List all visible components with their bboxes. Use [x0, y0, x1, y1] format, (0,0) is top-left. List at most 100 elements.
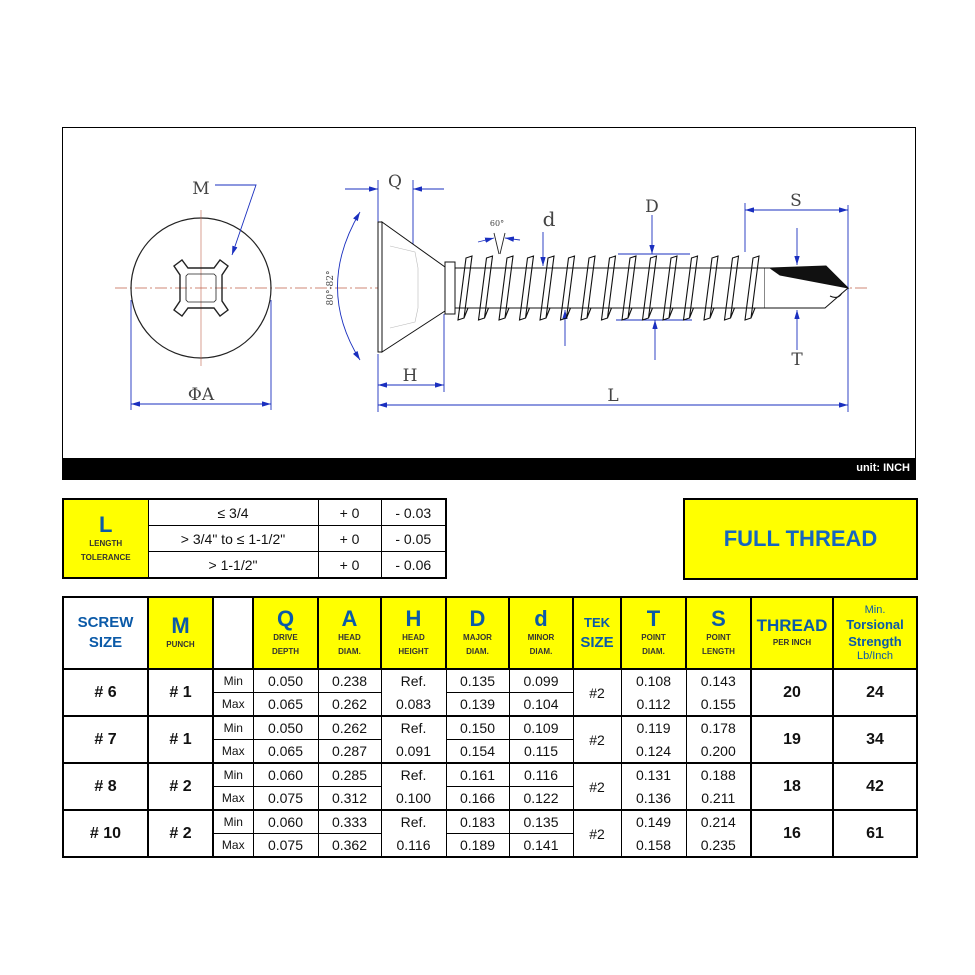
unit-bar: unit: INCH	[62, 458, 916, 480]
minor-d-min: 0.109	[508, 715, 574, 740]
min-label: Min	[212, 762, 254, 787]
screw-spec-table: SCREW SIZE M PUNCH Q DRIVE DEPTH A HEAD DIAM. …	[62, 596, 918, 858]
minor-d-min: 0.135	[508, 809, 574, 834]
header-a: A HEAD DIAM.	[317, 596, 382, 670]
t-min: 0.149	[620, 809, 687, 834]
q-max: 0.075	[252, 833, 319, 858]
table-row: Max 0.075 0.362 0.116 0.189 0.141 0.158 0.235	[63, 833, 917, 858]
minor-d-max: 0.115	[508, 739, 574, 764]
major-d-min: 0.135	[445, 668, 510, 693]
a-min: 0.262	[317, 715, 382, 740]
punch-size: # 2	[147, 762, 214, 811]
thread-type-badge: FULL THREAD	[683, 498, 918, 580]
a-min: 0.285	[317, 762, 382, 787]
s-max: 0.155	[685, 692, 752, 717]
q-min: 0.050	[252, 715, 319, 740]
label-Q: Q	[388, 172, 402, 192]
tolerance-range: > 1-1/2"	[147, 551, 319, 579]
q-max: 0.065	[252, 692, 319, 717]
tolerance-plus: + 0	[317, 498, 382, 526]
max-label: Max	[212, 692, 254, 717]
thread-per-inch: 16	[750, 809, 834, 858]
header-minor-d: d MINOR DIAM.	[508, 596, 574, 670]
tolerance-range: ≤ 3/4	[147, 498, 319, 526]
tolerance-minus: - 0.03	[380, 498, 447, 526]
table-row: Max 0.075 0.312 0.100 0.166 0.122 0.136 0.211	[63, 786, 917, 811]
punch-size: # 1	[147, 715, 214, 764]
screw-size: # 10	[62, 809, 149, 858]
header-thread: THREAD PER INCH	[750, 596, 834, 670]
s-max: 0.235	[685, 833, 752, 858]
s-min: 0.143	[685, 668, 752, 693]
dimension-labels: M ΦA Q H L d D S T 60° 80°-82°	[188, 172, 803, 406]
punch-size: # 1	[147, 668, 214, 717]
major-d-min: 0.183	[445, 809, 510, 834]
label-A: ΦA	[188, 385, 215, 405]
thread-per-inch: 19	[750, 715, 834, 764]
h-ref-label: Ref.	[380, 668, 447, 693]
header-tek: TEK SIZE	[572, 596, 622, 670]
max-label: Max	[212, 786, 254, 811]
thread-per-inch: 20	[750, 668, 834, 717]
max-label: Max	[212, 833, 254, 858]
a-max: 0.287	[317, 739, 382, 764]
q-min: 0.060	[252, 762, 319, 787]
major-d-max: 0.166	[445, 786, 510, 811]
h-ref-label: Ref.	[380, 715, 447, 740]
s-min: 0.214	[685, 809, 752, 834]
unit-label: unit: INCH	[856, 462, 910, 474]
t-min: 0.119	[620, 715, 687, 740]
header-s: S POINT LENGTH	[685, 596, 752, 670]
major-d-min: 0.150	[445, 715, 510, 740]
tolerance-minus: - 0.06	[380, 551, 447, 579]
min-label: Min	[212, 715, 254, 740]
t-min: 0.108	[620, 668, 687, 693]
tolerance-range: > 3/4" to ≤ 1-1/2"	[147, 525, 319, 552]
t-max: 0.136	[620, 786, 687, 811]
t-max: 0.158	[620, 833, 687, 858]
table-row: # 10 # 2 Min 0.060 0.333 Ref. 0.183 0.135 #2 0.14…	[62, 809, 918, 858]
q-min: 0.050	[252, 668, 319, 693]
torsional-strength: 61	[832, 809, 918, 858]
head-top-view	[130, 210, 272, 366]
s-max: 0.211	[685, 786, 752, 811]
label-head-angle: 80°-82°	[326, 271, 336, 306]
table-row: Max 0.065 0.262 0.083 0.139 0.104 0.112 0.155	[63, 692, 917, 717]
header-punch: M PUNCH	[147, 596, 214, 670]
label-thread-angle: 60°	[490, 219, 504, 228]
torsional-strength: 34	[832, 715, 918, 764]
h-ref-value: 0.083	[380, 692, 447, 717]
punch-size: # 2	[147, 809, 214, 858]
header-h: H HEAD HEIGHT	[380, 596, 447, 670]
label-T: T	[791, 350, 803, 370]
screw-size: # 6	[62, 668, 149, 717]
minor-d-max: 0.122	[508, 786, 574, 811]
torsional-strength: 42	[832, 762, 918, 811]
max-label: Max	[212, 739, 254, 764]
header-t: T POINT DIAM.	[620, 596, 687, 670]
tolerance-title: L LENGTH TOLERANCE	[62, 498, 149, 579]
screw-side-view	[377, 221, 850, 353]
q-max: 0.075	[252, 786, 319, 811]
length-tolerance-table: L LENGTH TOLERANCE ≤ 3/4 + 0 - 0.03 > 3/…	[62, 498, 447, 579]
tolerance-plus: + 0	[317, 551, 382, 579]
tek-size: #2	[572, 668, 622, 717]
h-ref-label: Ref.	[380, 762, 447, 787]
dimension-lines	[130, 180, 849, 412]
table-row: Max 0.065 0.287 0.091 0.154 0.115 0.124 0.200	[63, 739, 917, 764]
h-ref-value: 0.100	[380, 786, 447, 811]
major-d-max: 0.139	[445, 692, 510, 717]
major-d-max: 0.189	[445, 833, 510, 858]
label-L: L	[607, 386, 618, 406]
minor-d-min: 0.116	[508, 762, 574, 787]
h-ref-value: 0.091	[380, 739, 447, 764]
header-major-d: D MAJOR DIAM.	[445, 596, 510, 670]
label-M: M	[192, 179, 209, 199]
tolerance-minus: - 0.05	[380, 525, 447, 552]
label-H: H	[403, 366, 418, 386]
a-max: 0.312	[317, 786, 382, 811]
a-min: 0.238	[317, 668, 382, 693]
screw-size: # 7	[62, 715, 149, 764]
label-D: D	[645, 197, 659, 217]
tek-size: #2	[572, 809, 622, 858]
